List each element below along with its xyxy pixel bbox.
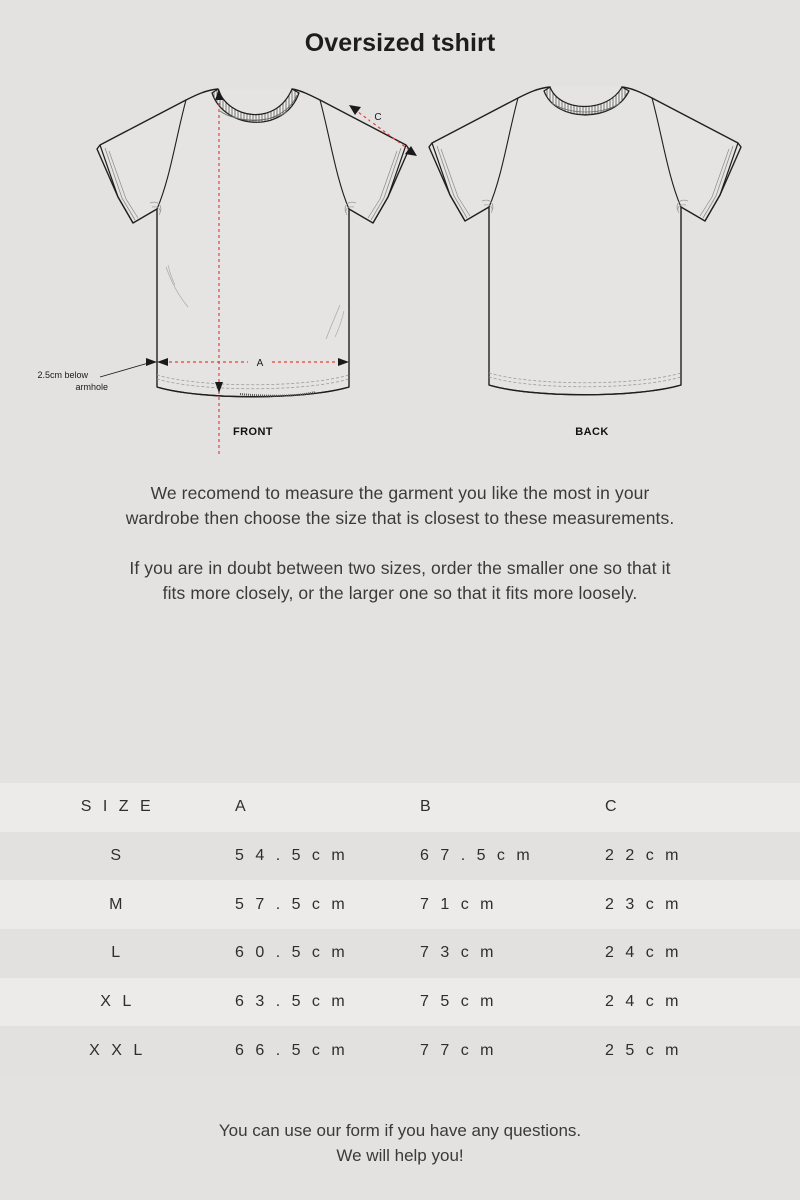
cell-size: X X L [89, 1041, 146, 1059]
measurement-line-a: A [157, 358, 349, 369]
header-a: A [235, 798, 250, 816]
front-view-label: FRONT [233, 426, 273, 438]
cell-b: 7 5 c m [420, 993, 497, 1011]
svg-text:2.5cm below: 2.5cm below [37, 370, 88, 380]
cell-c: 2 2 c m [605, 847, 682, 865]
table-header-row: S I Z E A B C [0, 783, 800, 832]
header-b: B [420, 798, 435, 816]
cell-a: 6 3 . 5 c m [235, 993, 349, 1011]
cell-c: 2 4 c m [605, 993, 682, 1011]
table-row: M 5 7 . 5 c m 7 1 c m 2 3 c m [0, 880, 800, 930]
measurement-line-b: B [215, 89, 223, 457]
cell-size: M [109, 895, 126, 913]
cell-b: 6 7 . 5 c m [420, 847, 534, 865]
table-row: L 6 0 . 5 c m 7 3 c m 2 4 c m [0, 929, 800, 978]
measurement-advice-block: We recomend to measure the garment you l… [120, 457, 680, 606]
cell-c: 2 3 c m [605, 895, 682, 913]
page-title: Oversized tshirt [304, 29, 496, 57]
cell-a: 5 4 . 5 c m [235, 847, 349, 865]
cell-b: 7 7 c m [420, 1041, 497, 1059]
front-view-drawing: A B C 2.5cm below [37, 88, 417, 457]
size-chart-table: S I Z E A B C S 5 4 . 5 c m 6 7 . 5 c m … [0, 783, 800, 1076]
header-size: S I Z E [80, 798, 155, 816]
back-view-label: BACK [575, 426, 609, 438]
back-view-drawing [428, 86, 742, 396]
cell-b: 7 3 c m [420, 944, 497, 962]
cell-size: L [111, 944, 124, 962]
table-row: X L 6 3 . 5 c m 7 5 c m 2 4 c m [0, 977, 800, 1027]
cell-a: 6 0 . 5 c m [235, 944, 349, 962]
cell-size: S [110, 847, 125, 865]
garment-diagram-area: A B C 2.5cm below [0, 67, 800, 457]
table-row: X X L 6 6 . 5 c m 7 7 c m 2 5 c m [0, 1026, 800, 1076]
header-c: C [605, 798, 621, 816]
armhole-callout: 2.5cm below armhole [37, 358, 157, 392]
svg-text:armhole: armhole [75, 382, 108, 392]
advice-paragraph-2: If you are in doubt between two sizes, o… [129, 558, 671, 603]
cell-a: 5 7 . 5 c m [235, 895, 349, 913]
svg-text:A: A [257, 358, 264, 369]
measurement-line-c: C [349, 105, 417, 156]
cell-c: 2 4 c m [605, 944, 682, 962]
footer-line-1: You can use our form if you have any que… [218, 1121, 582, 1140]
cell-c: 2 5 c m [605, 1041, 682, 1059]
cell-a: 6 6 . 5 c m [235, 1041, 349, 1059]
svg-text:C: C [374, 112, 381, 123]
cell-size: X L [100, 993, 135, 1011]
table-row: S 5 4 . 5 c m 6 7 . 5 c m 2 2 c m [0, 831, 800, 881]
footer-line-2: We will help you! [336, 1146, 464, 1165]
footer-help-block: You can use our form if you have any que… [0, 1118, 800, 1168]
advice-paragraph-1: We recomend to measure the garment you l… [125, 483, 675, 528]
cell-b: 7 1 c m [420, 895, 497, 913]
tshirt-technical-drawings: A B C 2.5cm below [37, 86, 742, 457]
